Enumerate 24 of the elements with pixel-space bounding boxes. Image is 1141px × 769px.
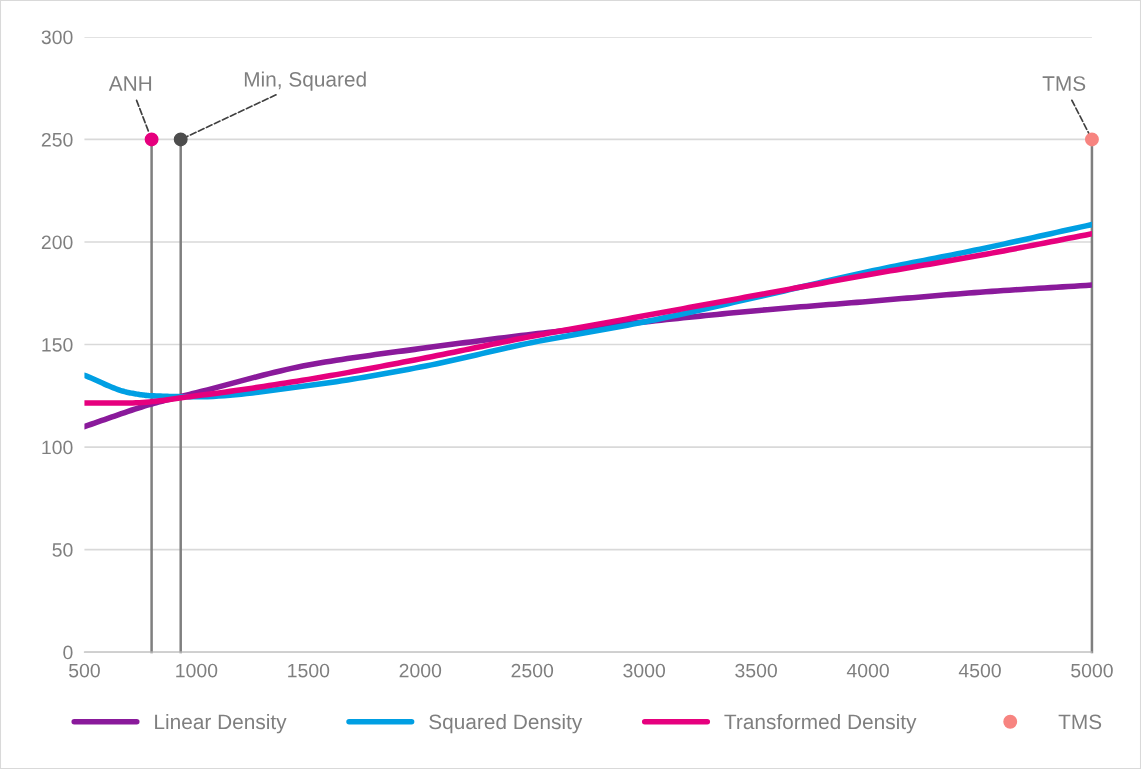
- x-tick-label: 1000: [176, 663, 218, 678]
- y-tick-label: 200: [41, 235, 73, 250]
- x-tick-label: 4000: [846, 663, 889, 678]
- y-tick-label: 50: [52, 543, 73, 557]
- legend-label: Squared Density: [429, 713, 583, 734]
- x-tick-label: 5000: [1071, 663, 1113, 678]
- y-tick-label: 250: [41, 132, 73, 147]
- annotation: TMS: [1042, 76, 1086, 91]
- legend-label: TMS: [1058, 714, 1102, 730]
- legend-label: Linear Density: [155, 713, 287, 734]
- y-tick-label: 300: [41, 30, 73, 45]
- y-tick-label: 100: [42, 440, 73, 455]
- x-tick-label: 3000: [623, 663, 666, 678]
- legend-label: Transformed Density: [724, 713, 917, 734]
- x-tick-label: 3500: [735, 663, 777, 678]
- x-tick-label: 500: [68, 663, 100, 678]
- x-tick-label: 2500: [511, 663, 554, 678]
- annotation: Min, Squared: [244, 71, 366, 91]
- x-tick-label: 1500: [288, 663, 330, 678]
- x-tick-label: 2000: [399, 663, 442, 678]
- y-tick-label: 150: [42, 337, 73, 352]
- x-tick-label: 4500: [958, 663, 1001, 678]
- annotation: ANH: [108, 76, 152, 91]
- y-tick-label: 0: [63, 645, 73, 660]
